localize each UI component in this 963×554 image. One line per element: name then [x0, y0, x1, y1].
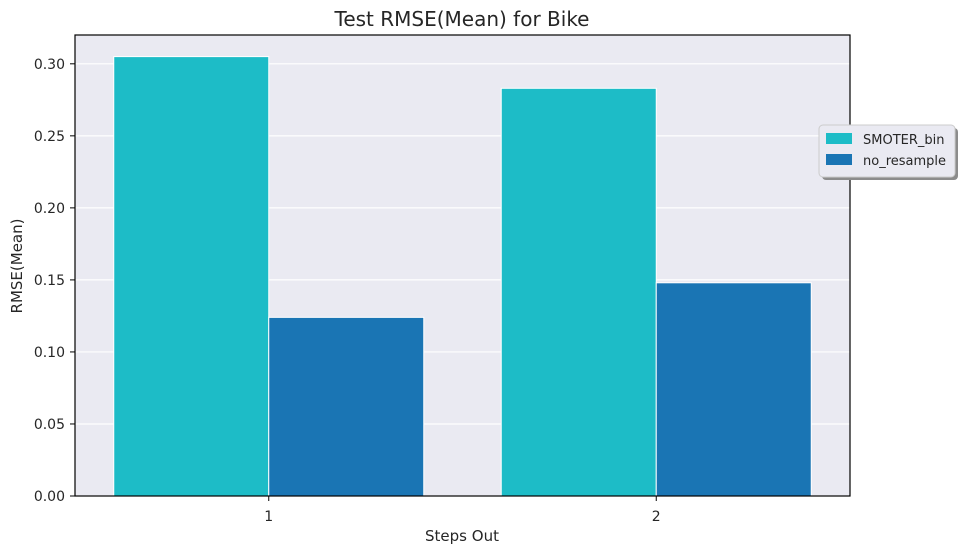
plot-frame: [74, 34, 851, 497]
x-tick-label: 2: [652, 509, 661, 525]
legend-swatch: [826, 133, 852, 144]
y-tick-label: 0.00: [34, 489, 65, 505]
legend-label: SMOTER_bin: [863, 133, 945, 148]
bar-no_resample-2: [655, 282, 812, 497]
y-axis-label: RMSE(Mean): [8, 219, 26, 314]
y-tick-label: 0.25: [34, 129, 65, 145]
bar-SMOTER_bin-1: [113, 56, 270, 497]
y-axis-ticks: 0.00 0.05 0.10 0.15 0.20 0.25 0.30: [34, 57, 75, 505]
y-tick-label: 0.05: [34, 417, 65, 433]
y-tick-label: 0.20: [34, 201, 65, 217]
legend-swatch: [826, 154, 852, 165]
legend: SMOTER_bin no_resample: [818, 124, 958, 180]
x-tick-label: 1: [264, 509, 273, 525]
y-tick-label: 0.15: [34, 273, 65, 289]
y-tick-label: 0.30: [34, 57, 65, 73]
y-tick-label: 0.10: [34, 345, 65, 361]
legend-box: [818, 124, 956, 178]
chart-title: Test RMSE(Mean) for Bike: [334, 7, 590, 31]
legend-label: no_resample: [863, 154, 946, 169]
x-axis-label: Steps Out: [425, 527, 499, 545]
bar-no_resample-1: [268, 316, 425, 497]
bar-SMOTER_bin-2: [500, 87, 657, 497]
